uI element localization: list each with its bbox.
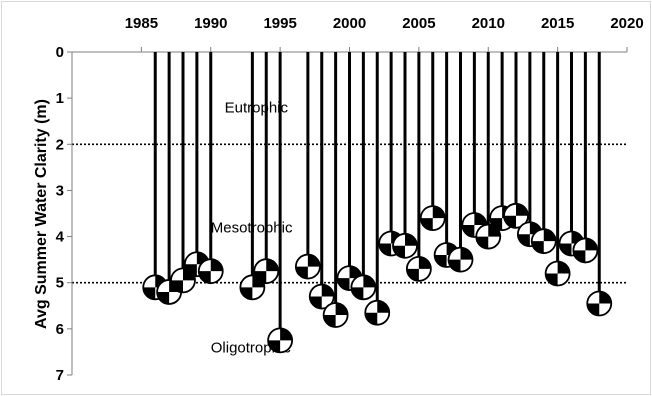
secchi-disk-icon — [586, 290, 613, 317]
secchi-disk-icon — [294, 253, 321, 280]
secchi-point-2008 — [447, 52, 474, 273]
y-tick-label: 2 — [56, 136, 64, 153]
x-tick-label: 2005 — [402, 15, 435, 32]
secchi-point-1987 — [156, 52, 183, 305]
secchi-point-2007 — [433, 52, 460, 268]
secchi-disk-icon — [392, 232, 418, 259]
secchi-disk-icon — [253, 258, 280, 285]
x-tick-label: 1990 — [194, 15, 227, 32]
secchi-point-2010 — [475, 52, 502, 250]
x-tick-label: 1985 — [125, 15, 158, 32]
secchi-disk-icon — [447, 246, 474, 273]
secchi-disk-icon — [503, 202, 529, 229]
secchi-point-2004 — [392, 52, 418, 259]
secchi-point-2001 — [350, 52, 377, 301]
y-tick-label: 5 — [56, 275, 64, 292]
axes: 1985 1990 1995 2000 2005 2010 2015 2020 0 1 2 3 4 5 6 7 — [56, 15, 644, 384]
secchi-point-2005 — [405, 52, 432, 282]
x-tick-label: 2000 — [333, 15, 366, 32]
data-marks — [142, 52, 613, 354]
secchi-disk-icon — [308, 283, 335, 310]
secchi-point-1999 — [322, 52, 349, 328]
x-tick-label: 1995 — [263, 15, 296, 32]
secchi-point-2009 — [461, 52, 488, 238]
secchi-point-1997 — [294, 52, 321, 280]
secchi-point-1986 — [142, 52, 169, 301]
secchi-disk-icon — [475, 223, 502, 250]
y-tick-label: 4 — [56, 229, 65, 246]
secchi-point-1994 — [253, 52, 280, 285]
secchi-disk-icon — [364, 299, 391, 326]
secchi-disk-icon — [405, 255, 432, 282]
y-axis-label: Avg Summer Water Clarity (m) — [33, 99, 50, 329]
secchi-point-2014 — [530, 52, 557, 255]
secchi-point-1995 — [267, 52, 294, 354]
secchi-point-2000 — [336, 52, 363, 292]
secchi-point-2006 — [419, 52, 446, 232]
secchi-disk-icon — [336, 265, 363, 292]
secchi-point-2003 — [378, 52, 405, 257]
secchi-disk-icon — [419, 205, 446, 232]
secchi-disk-icon — [267, 327, 294, 354]
secchi-point-2018 — [586, 52, 613, 317]
y-tick-label: 0 — [56, 44, 64, 61]
x-tick-label: 2010 — [472, 15, 505, 32]
secchi-point-2002 — [364, 52, 391, 326]
x-tick-label: 2020 — [610, 15, 643, 32]
secchi-disk-icon — [572, 237, 599, 264]
secchi-disk-icon — [350, 274, 377, 301]
secchi-point-1990 — [197, 52, 224, 285]
y-tick-label: 3 — [56, 182, 64, 199]
secchi-disk-icon — [530, 228, 557, 255]
secchi-disk-icon — [544, 260, 571, 287]
secchi-point-1998 — [308, 52, 335, 310]
secchi-point-2015 — [544, 52, 571, 287]
secchi-disk-icon — [197, 258, 224, 285]
zone-label-eutrophic: Eutrophic — [225, 99, 289, 116]
x-tick-label: 2015 — [541, 15, 574, 32]
secchi-point-2017 — [572, 52, 599, 264]
secchi-point-1989 — [183, 52, 210, 278]
secchi-disk-icon — [322, 302, 349, 328]
y-tick-label: 6 — [56, 321, 64, 338]
secchi-point-2012 — [503, 52, 529, 229]
y-tick-label: 1 — [56, 90, 64, 107]
secchi-point-2016 — [558, 52, 585, 257]
y-tick-label: 7 — [56, 367, 64, 384]
secchi-point-2011 — [489, 52, 516, 232]
